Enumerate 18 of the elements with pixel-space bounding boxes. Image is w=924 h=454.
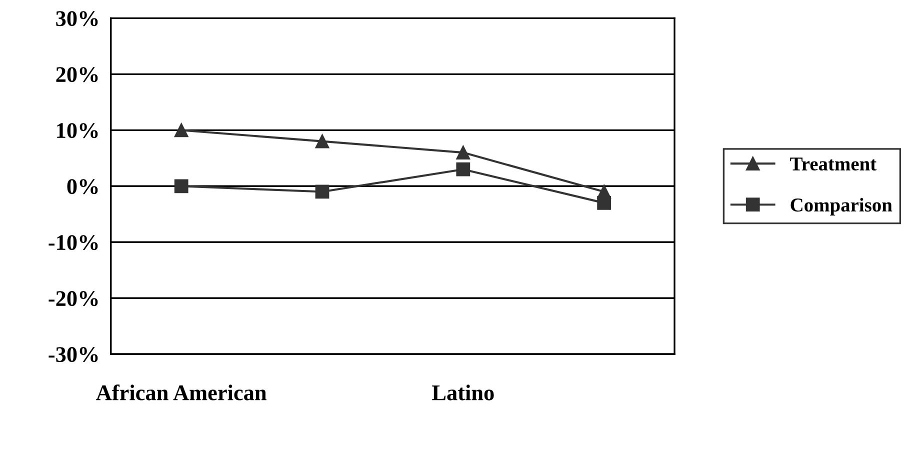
y-tick-label: -20% xyxy=(48,291,98,306)
point xyxy=(456,146,470,160)
point xyxy=(597,196,612,210)
legend-label: Comparison xyxy=(790,198,892,216)
point xyxy=(174,179,188,194)
y-tick-label: 10% xyxy=(57,123,98,138)
point xyxy=(315,184,330,199)
point xyxy=(315,134,330,148)
x-tick-label: African American xyxy=(96,384,266,400)
y-tick-label: 20% xyxy=(56,67,98,82)
y-tick-label: -10% xyxy=(48,235,98,250)
y-tick-label: -30% xyxy=(48,347,98,362)
y-tick-label: 30% xyxy=(56,11,98,26)
point xyxy=(456,162,470,176)
y-tick-label: 0% xyxy=(67,179,98,194)
point xyxy=(174,123,188,138)
x-tick-label: Latino xyxy=(432,384,494,400)
legend-label: Treatment xyxy=(790,158,876,171)
